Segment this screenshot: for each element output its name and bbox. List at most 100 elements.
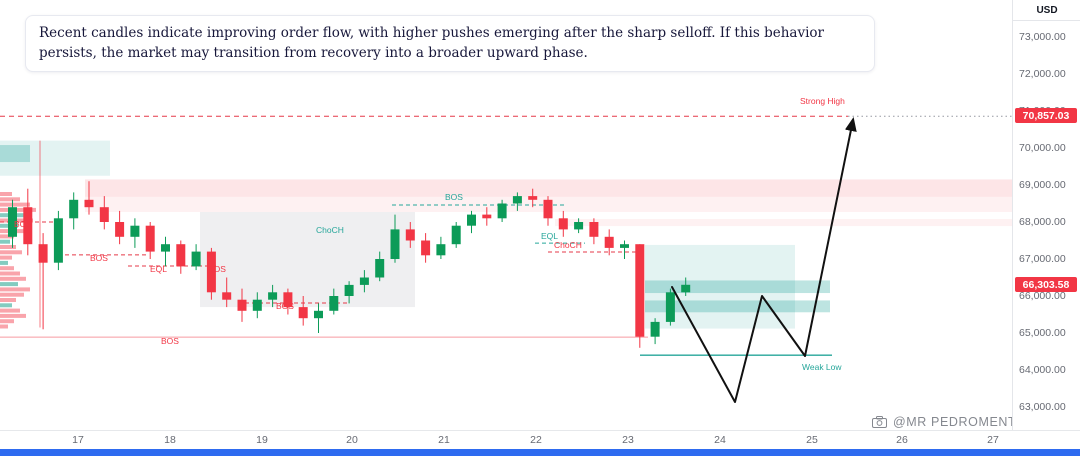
volume-bar — [0, 239, 10, 244]
candle-body — [99, 207, 109, 222]
candle-body — [130, 225, 140, 237]
candle-body — [620, 244, 629, 248]
candle-body — [145, 225, 155, 252]
candle-body — [497, 203, 507, 219]
structure-label: Strong High — [800, 96, 845, 106]
candle-body — [359, 277, 369, 285]
volume-bar — [0, 245, 16, 249]
candle-body — [574, 222, 584, 230]
candle-body — [512, 196, 522, 204]
structure-label: BOS — [276, 301, 294, 311]
structure-label: BOS — [161, 336, 179, 346]
volume-bar — [0, 197, 20, 202]
time-tick: 18 — [164, 434, 176, 446]
time-tick: 20 — [346, 434, 358, 446]
chart-canvas[interactable]: BOS BOS EQL BOS BOS BOS ChoCH BOS EQL ChoCH Strong… — [0, 0, 1012, 430]
candle-body — [390, 229, 400, 259]
volume-bar — [0, 260, 8, 265]
analysis-note: Recent candles indicate improving order … — [25, 15, 875, 72]
structure-level-lines — [0, 115, 1012, 356]
candle-body — [681, 284, 691, 293]
volume-bar — [0, 298, 16, 302]
analysis-note-text: Recent candles indicate improving order … — [39, 25, 824, 62]
candlestick-series — [8, 181, 691, 348]
zone-rect — [645, 300, 830, 313]
zone-rect — [555, 219, 1012, 227]
candle-body — [23, 207, 33, 245]
candle-body — [298, 307, 308, 319]
watermark: @MR PEDROMENTOR — [872, 415, 1036, 429]
price-badge: 70,857.03 — [1015, 108, 1077, 124]
candle-body — [650, 321, 660, 337]
candle-body — [222, 292, 232, 300]
time-tick: 22 — [530, 434, 542, 446]
price-tick: 66,000.00 — [1019, 290, 1066, 302]
price-tick: 65,000.00 — [1019, 327, 1066, 339]
time-tick: 21 — [438, 434, 450, 446]
projection-arrow — [671, 117, 857, 403]
volume-bar — [0, 292, 24, 297]
time-tick: 27 — [987, 434, 999, 446]
candle-body — [69, 199, 79, 219]
candle-body — [635, 244, 645, 337]
candle-body — [38, 244, 48, 263]
candle-body — [191, 251, 201, 267]
structure-label: BOS — [90, 253, 108, 263]
structure-label: ChoCH — [316, 225, 344, 235]
zone-rect — [85, 179, 1012, 197]
watermark-text: @MR PEDROMENTOR — [893, 415, 1036, 429]
time-tick: 17 — [72, 434, 84, 446]
candle-body — [314, 310, 323, 319]
candle-body — [421, 240, 431, 256]
structure-label: BOS — [208, 264, 226, 274]
price-tick: 67,000.00 — [1019, 253, 1066, 265]
candle-body — [589, 222, 599, 237]
volume-bar — [0, 313, 26, 318]
candle-body — [375, 259, 385, 278]
price-tick: 63,000.00 — [1019, 401, 1066, 413]
candle-body — [84, 199, 94, 208]
volume-bar — [0, 250, 22, 255]
candle-body — [268, 292, 278, 300]
candle-body — [665, 292, 675, 322]
volume-bar — [0, 255, 12, 260]
volume-bar — [0, 287, 30, 292]
candle-body — [329, 296, 339, 311]
camera-icon — [872, 416, 887, 428]
volume-bar — [0, 303, 12, 308]
price-tick: 69,000.00 — [1019, 179, 1066, 191]
price-badge: 66,303.58 — [1015, 276, 1077, 292]
price-tick: 70,000.00 — [1019, 142, 1066, 154]
time-axis[interactable]: 17 18 19 20 21 22 23 24 25 26 27 — [0, 430, 1080, 450]
time-tick: 19 — [256, 434, 268, 446]
zone-rect — [0, 140, 110, 176]
currency-usd-button[interactable]: USD — [1013, 0, 1080, 21]
projection-arrow-line — [671, 117, 857, 403]
volume-bar — [0, 324, 8, 329]
candle-body — [451, 225, 461, 245]
volume-bar — [0, 282, 18, 287]
structure-label: EQL — [541, 231, 558, 241]
candle-body — [558, 218, 568, 230]
candle-body — [283, 292, 293, 308]
structure-label: ChoCH — [554, 240, 582, 250]
candle-body — [53, 218, 63, 263]
candle-body — [543, 199, 553, 219]
price-axis[interactable]: USD 73,000.0072,000.0071,000.0070,000.00… — [1012, 0, 1080, 430]
bottom-blue-bar — [0, 449, 1080, 456]
candle-body — [344, 284, 354, 296]
time-tick: 26 — [896, 434, 908, 446]
candle-body — [8, 207, 17, 237]
price-tick: 72,000.00 — [1019, 68, 1066, 80]
volume-bar — [0, 266, 14, 271]
volume-bar — [0, 234, 14, 239]
volume-bar — [0, 202, 30, 207]
candle-body — [161, 244, 170, 252]
structure-label: BOS — [445, 192, 463, 202]
candle-body — [436, 244, 446, 256]
price-tick: 73,000.00 — [1019, 31, 1066, 43]
candle-body — [237, 299, 247, 311]
